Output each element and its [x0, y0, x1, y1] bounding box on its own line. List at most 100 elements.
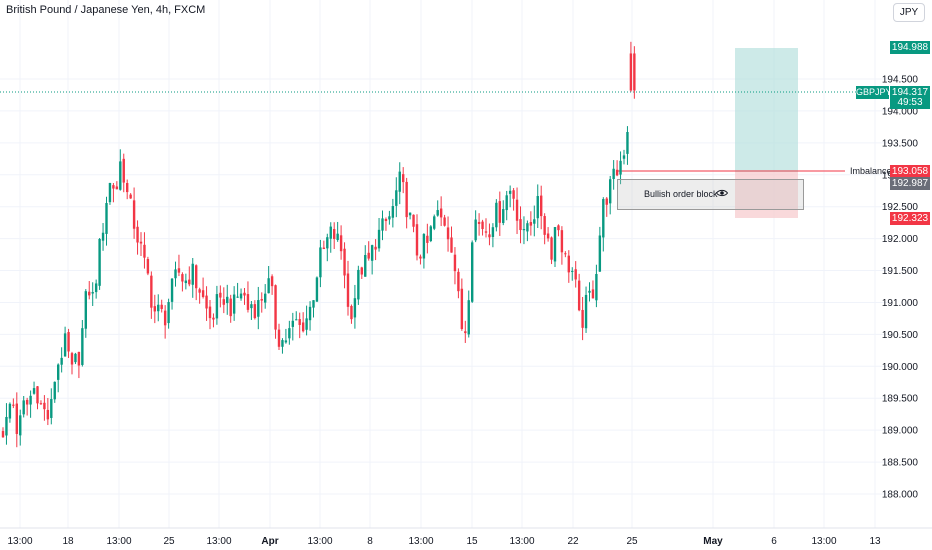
time-axis[interactable]: 13:00 18 13:00 25 13:00 Apr 13:00 8 13:00 15 13:00…	[7, 536, 881, 547]
bar-countdown: 49:53	[890, 96, 930, 109]
candle-body	[288, 328, 291, 339]
candle-body	[298, 319, 301, 325]
candle-body	[370, 245, 374, 261]
candle-body	[46, 409, 50, 420]
candle-body	[67, 332, 70, 352]
eye-icon[interactable]	[716, 189, 728, 197]
candle-body	[270, 276, 274, 287]
candle-body	[350, 305, 353, 320]
price-tick-label: 191.000	[882, 298, 919, 309]
time-tick-label: 13:00	[106, 536, 131, 547]
price-tick-label: 193.500	[882, 138, 919, 149]
stop-price-label: 192.323	[890, 212, 930, 225]
candle-body	[12, 404, 15, 406]
candle-body	[284, 340, 288, 343]
price-tick-label: 190.000	[882, 362, 919, 373]
candle-body	[484, 231, 488, 233]
candle-body	[163, 310, 167, 326]
candle-body	[22, 400, 25, 415]
candle-body	[633, 53, 636, 91]
candle-body	[574, 269, 577, 280]
time-tick-label: 25	[163, 536, 175, 547]
candle-body	[222, 299, 225, 305]
candle-body	[143, 244, 146, 258]
candle-body	[274, 285, 277, 330]
candle-body	[595, 273, 598, 301]
order-block-box[interactable]	[617, 179, 804, 210]
candle-body	[177, 268, 181, 273]
candle-body	[443, 217, 446, 226]
candle-body	[471, 242, 474, 302]
candle-body	[605, 198, 608, 205]
candle-body	[119, 161, 122, 190]
time-tick-label: 13:00	[408, 536, 433, 547]
price-tick-label: 191.500	[882, 266, 919, 277]
price-axis[interactable]: 188.000 188.500 189.000 189.500 190.000 190.5…	[882, 75, 919, 501]
currency-button[interactable]: JPY	[893, 3, 925, 22]
candle-body	[333, 229, 336, 239]
candle-body	[536, 196, 539, 219]
candle-body	[146, 259, 150, 274]
candle-body	[460, 288, 464, 330]
candle-body	[219, 292, 222, 298]
candle-body	[122, 158, 125, 183]
candle-body	[139, 241, 143, 244]
candle-body	[70, 353, 74, 365]
time-tick-label: Apr	[261, 536, 278, 547]
candle-body	[415, 224, 419, 256]
candle-body	[495, 202, 498, 228]
candle-body	[260, 299, 263, 301]
candle-body	[488, 234, 491, 238]
candle-body	[419, 256, 422, 259]
candle-body	[160, 304, 163, 309]
candle-body	[398, 171, 401, 192]
candle-body	[305, 318, 308, 330]
candle-body	[195, 265, 198, 289]
candle-body	[481, 221, 484, 230]
candle-body	[598, 235, 602, 272]
candles	[1, 41, 636, 448]
candle-body	[105, 203, 108, 234]
candle-body	[229, 298, 232, 317]
price-tick-label: 194.000	[882, 106, 919, 117]
time-tick-label: 15	[466, 536, 478, 547]
candle-body	[402, 174, 405, 183]
candle-body	[436, 210, 439, 216]
candle-body	[77, 351, 81, 366]
candle-body	[629, 53, 633, 91]
entry-price-label: 192.987	[890, 177, 930, 190]
candle-body	[36, 386, 39, 404]
candle-body	[512, 190, 515, 199]
candle-body	[236, 296, 239, 298]
candle-body	[422, 234, 426, 259]
profit-zone[interactable]	[735, 48, 798, 172]
candle-body	[84, 291, 87, 329]
candle-body	[29, 395, 32, 405]
candle-body	[19, 415, 22, 436]
candle-body	[115, 186, 119, 190]
candle-body	[312, 300, 315, 308]
time-tick-label: 6	[771, 536, 777, 547]
candle-body	[467, 300, 470, 335]
price-tick-label: 190.500	[882, 330, 919, 341]
time-tick-label: 13:00	[307, 536, 332, 547]
time-tick-label: 25	[626, 536, 638, 547]
candle-body	[533, 219, 536, 224]
target-price-label: 194.988	[890, 41, 930, 54]
candle-body	[308, 306, 312, 321]
imbalance-label: Imbalance	[850, 166, 892, 176]
candle-body	[581, 309, 584, 328]
candle-body	[226, 296, 229, 304]
candle-body	[357, 269, 360, 300]
candle-body	[43, 402, 46, 410]
candle-body	[264, 293, 267, 303]
candle-body	[277, 329, 281, 347]
candle-body	[253, 304, 257, 319]
candle-body	[329, 226, 332, 239]
candle-body	[319, 247, 322, 278]
candle-body	[32, 388, 36, 394]
candle-body	[519, 219, 522, 231]
time-tick-label: May	[703, 536, 723, 547]
candle-body	[477, 221, 481, 224]
